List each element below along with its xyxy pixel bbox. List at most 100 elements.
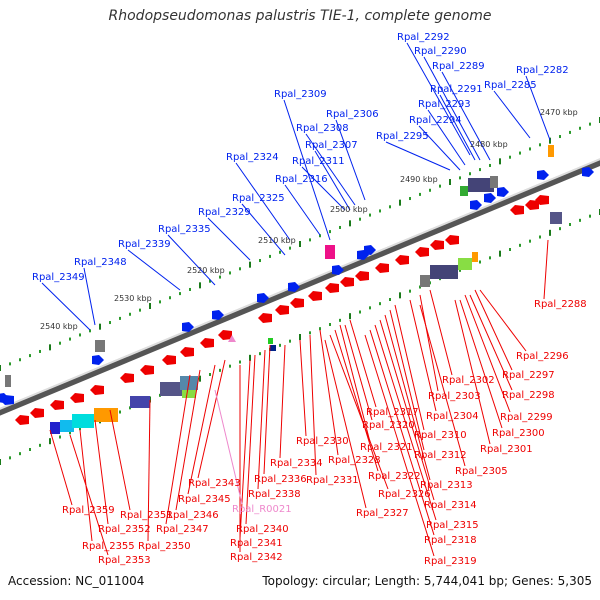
gene-label: Rpal_2327: [356, 508, 409, 519]
gene-arrow: [92, 355, 104, 365]
gene-label: Rpal_2355: [82, 541, 135, 552]
leader-line: [335, 119, 366, 201]
gene-label: Rpal_2319: [424, 556, 477, 567]
upper-scale-tick: [399, 199, 401, 206]
gene-label: Rpal_2282: [516, 65, 569, 76]
gene-arrow: [140, 365, 154, 375]
upper-scale-tick: [359, 217, 361, 221]
gene-arrow: [395, 255, 409, 265]
upper-scale-tick: [129, 312, 131, 316]
gene-label: Rpal_2352: [98, 524, 151, 535]
upper-scale-tick: [0, 365, 1, 371]
gene-box: [95, 340, 105, 352]
upper-scale-tick: [189, 287, 191, 291]
upper-scale-tick: [159, 300, 161, 304]
lower-scale-tick: [409, 289, 411, 293]
leader-line: [427, 109, 466, 166]
leader-line: [165, 374, 191, 525]
gene-label: Rpal_2326: [378, 489, 431, 500]
leader-line: [409, 299, 437, 412]
leader-line: [305, 133, 356, 206]
leader-line: [344, 324, 373, 421]
gene-label: Rpal_2302: [442, 375, 495, 386]
gene-arrow: [258, 313, 272, 323]
upper-scale-tick: [89, 329, 91, 333]
kbp-label: 2500 kbp: [330, 205, 368, 214]
upper-scale-tick: [499, 158, 501, 165]
leader-line: [239, 359, 251, 539]
leader-line: [406, 42, 471, 156]
leader-line: [418, 125, 461, 171]
leader-line: [284, 184, 321, 236]
upper-scale-tick: [99, 323, 101, 330]
leader-line: [389, 309, 425, 451]
gene-label: Rpal_2297: [502, 370, 555, 381]
gene-box: [468, 178, 494, 192]
gene-arrow: [162, 355, 176, 365]
kbp-label: 2540 kbp: [40, 322, 78, 331]
gene-label: Rpal_2294: [409, 115, 462, 126]
gene-label: Rpal_2306: [326, 109, 379, 120]
lower-scale-tick: [549, 229, 551, 236]
upper-scale-tick: [349, 220, 351, 227]
lower-scale-tick: [0, 459, 1, 465]
upper-scale-tick: [209, 279, 211, 283]
gene-label: Rpal_2296: [516, 351, 569, 362]
upper-scale-tick: [19, 358, 21, 362]
gene-label: Rpal_2313: [420, 480, 473, 491]
gene-arrow: [415, 247, 429, 257]
lower-scale-tick: [529, 239, 531, 243]
lower-scale-tick: [59, 435, 61, 439]
accession-text: Accession: NC_011004: [8, 574, 145, 588]
leader-line: [94, 419, 109, 525]
upper-scale-tick: [539, 143, 541, 147]
gene-arrow: [15, 415, 29, 425]
label-leaders: [41, 42, 551, 557]
gene-box: [60, 420, 74, 432]
gene-arrow: [355, 271, 369, 281]
lower-scale-tick: [579, 218, 581, 222]
gene-arrow: [50, 400, 64, 410]
lower-scale-tick: [119, 410, 121, 414]
gene-arrow: [290, 298, 304, 308]
gene-label: Rpal_2285: [484, 80, 537, 91]
upper-scale-tick: [329, 230, 331, 234]
leader-line: [299, 339, 307, 437]
gene-features: [0, 145, 594, 434]
leader-line: [525, 75, 551, 141]
gene-arrow: [430, 240, 444, 250]
leader-line: [301, 166, 346, 211]
leader-line: [41, 282, 91, 331]
upper-scale-tick: [179, 292, 181, 296]
gene-arrow: [212, 310, 224, 320]
gene-box: [182, 390, 196, 398]
upper-scale-tick: [339, 225, 341, 229]
leader-line: [339, 324, 371, 443]
upper-scale-tick: [409, 197, 411, 201]
leader-line: [374, 324, 437, 521]
gene-arrow: [275, 305, 289, 315]
upper-scale-tick: [59, 341, 61, 345]
gene-label: Rpal_2325: [232, 193, 285, 204]
upper-scale-tick: [39, 349, 41, 353]
lower-scale-tick: [539, 235, 541, 239]
gene-box: [94, 408, 118, 422]
gene-label: Rpal_2290: [414, 46, 467, 57]
gene-label: Rpal_2343: [188, 478, 241, 489]
kbp-labels: 2470 kbp 2480 kbp 2490 kbp 2500 kbp 2510 kbp…: [40, 108, 578, 331]
upper-scale-tick: [279, 250, 281, 254]
leader-line: [263, 344, 271, 475]
leader-line: [175, 369, 201, 511]
kbp-label: 2480 kbp: [470, 140, 508, 149]
leader-line: [109, 409, 131, 511]
gene-label: Rpal_2288: [534, 299, 587, 310]
gene-label: Rpal_2299: [500, 412, 553, 423]
rna-glyph: [228, 335, 236, 342]
upper-scale-tick: [219, 275, 221, 279]
upper-scale-tick: [69, 337, 71, 341]
lower-scale-tick: [459, 268, 461, 272]
leader-line: [147, 399, 151, 542]
gene-label: Rpal_2348: [74, 257, 127, 268]
upper-scale-tick: [119, 316, 121, 320]
gene-label: Rpal_2315: [426, 520, 479, 531]
